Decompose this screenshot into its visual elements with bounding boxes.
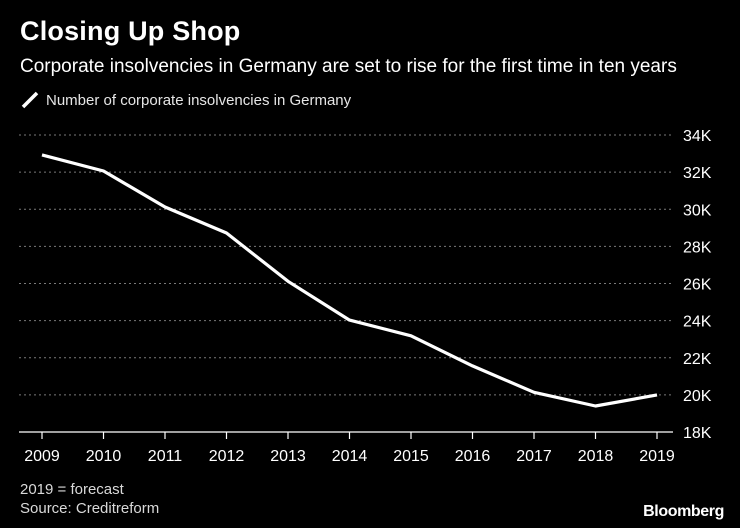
x-tick-label: 2019 (639, 448, 675, 465)
x-tick-label: 2011 (148, 448, 183, 465)
forecast-note: 2019 = forecast (20, 481, 124, 498)
bloomberg-logo: Bloomberg (643, 503, 724, 520)
x-tick-label: 2016 (455, 448, 491, 465)
chart-subtitle: Corporate insolvencies in Germany are se… (20, 56, 677, 77)
legend: Number of corporate insolvencies in Germ… (20, 90, 351, 110)
y-tick-label: 24K (683, 314, 712, 331)
x-tick-label: 2017 (516, 448, 552, 465)
y-tick-label: 26K (683, 277, 712, 294)
x-axis (19, 431, 673, 439)
x-tick-label: 2012 (209, 448, 245, 465)
y-tick-label: 34K (683, 128, 712, 145)
x-tick-label: 2009 (24, 448, 60, 465)
y-tick-label: 18K (683, 425, 712, 442)
series (41, 153, 658, 408)
y-tick-label: 22K (683, 351, 712, 368)
y-axis-tick-labels: 18K 20K 22K 24K 26K 28K 30K 32K 34K (683, 128, 712, 442)
chart-title: Closing Up Shop (20, 16, 241, 46)
x-axis-tick-labels: 2009 2010 2011 2012 2013 2014 2015 2016 2017 2018… (24, 448, 675, 465)
x-tick-label: 2014 (332, 448, 368, 465)
x-tick-label: 2018 (578, 448, 614, 465)
y-tick-label: 28K (683, 239, 712, 256)
y-tick-label: 30K (683, 202, 712, 219)
x-tick-label: 2015 (393, 448, 429, 465)
footnotes: 2019 = forecast Source: Creditreform (20, 480, 159, 518)
x-tick-label: 2010 (86, 448, 122, 465)
x-tick-label: 2013 (270, 448, 306, 465)
y-tick-label: 32K (683, 165, 712, 182)
y-tick-label: 20K (683, 388, 712, 405)
legend-label: Number of corporate insolvencies in Germ… (46, 91, 352, 109)
legend-line-swatch-icon (21, 91, 39, 109)
source-note: Source: Creditreform (20, 500, 160, 517)
series-line (41, 153, 658, 408)
gridlines (19, 134, 673, 396)
